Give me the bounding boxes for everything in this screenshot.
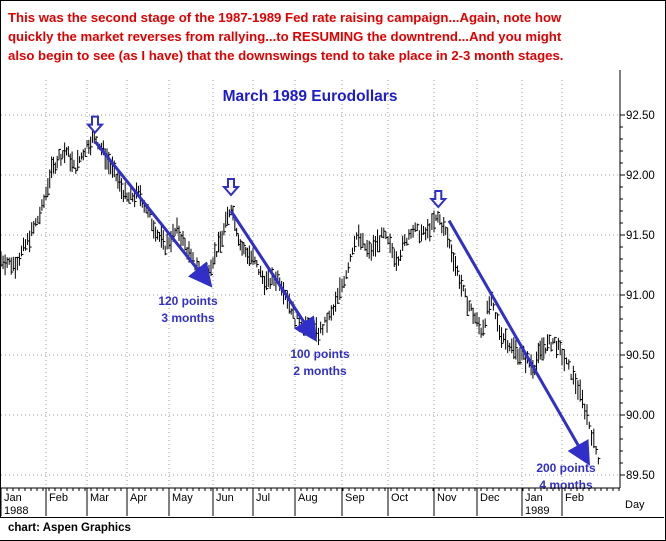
peak-marker-icon	[221, 178, 241, 197]
y-tick-label: 90.00	[626, 410, 655, 422]
commentary-line-3: also begin to see (as I have) that the d…	[8, 48, 564, 63]
x-tick-label: Feb	[565, 492, 584, 504]
annotation-duration: 3 months	[161, 311, 215, 325]
x-unit-label: Day	[625, 499, 645, 511]
downtrend-arrow	[447, 219, 590, 466]
x-tick-label: Jan	[4, 492, 22, 504]
downtrend-arrow	[93, 140, 213, 288]
chart-credit: chart: Aspen Graphics	[8, 522, 131, 534]
x-tick-label: Sep	[345, 492, 365, 504]
x-tick-label: May	[172, 492, 193, 504]
x-tick-label: Jan	[525, 492, 543, 504]
y-tick-label: 89.50	[626, 470, 655, 482]
y-tick-label: 90.50	[626, 350, 655, 362]
y-tick-label: 91.50	[626, 230, 655, 242]
commentary-header: This was the second stage of the 1987-19…	[8, 8, 658, 65]
annotation-points: 200 points	[536, 461, 596, 475]
y-tick-label: 92.50	[626, 110, 655, 122]
annotation-points: 120 points	[158, 294, 218, 308]
annotation-duration: 2 months	[293, 364, 347, 378]
x-tick-label: Jul	[256, 492, 270, 504]
x-tick-label: Nov	[437, 492, 457, 504]
x-year-label: 1988	[4, 505, 28, 517]
chart-title: March 1989 Eurodollars	[223, 88, 398, 105]
y-tick-label: 91.00	[626, 290, 655, 302]
y-tick-label: 92.00	[626, 170, 655, 182]
x-tick-label: Aug	[298, 492, 318, 504]
footer-bar: chart: Aspen Graphics	[0, 517, 664, 540]
commentary-line-2: quickly the market reverses from rallyin…	[8, 29, 562, 44]
downtrend-arrow	[229, 210, 318, 343]
price-bars	[0, 126, 601, 465]
x-tick-label: Jun	[216, 492, 234, 504]
annotation-points: 100 points	[290, 347, 350, 361]
x-tick-label: Apr	[130, 492, 147, 504]
grid-lines	[1, 80, 620, 488]
x-tick-label: Feb	[49, 492, 68, 504]
commentary-line-1: This was the second stage of the 1987-19…	[8, 10, 562, 25]
x-tick-label: Oct	[391, 492, 408, 504]
x-tick-label: Mar	[90, 492, 109, 504]
peak-marker-icon	[85, 115, 105, 135]
x-year-label: 1989	[525, 505, 549, 517]
x-tick-label: Dec	[480, 492, 500, 504]
peak-marker-icon	[429, 190, 448, 209]
axes: 92.50 92.00 91.50 91.00 90.50 90.00 89.50 Jan Fe…	[0, 70, 655, 517]
